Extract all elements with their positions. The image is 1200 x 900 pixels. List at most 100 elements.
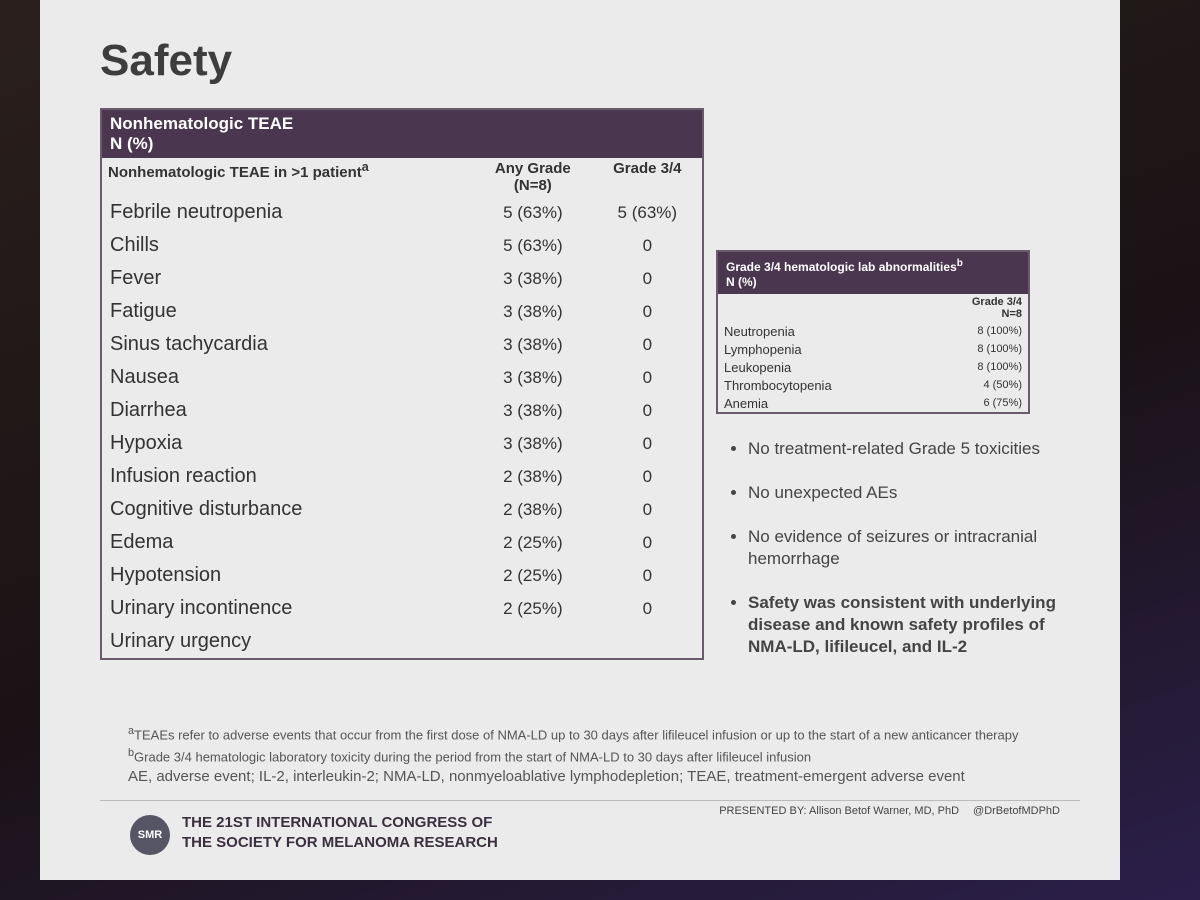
bullet: No unexpected AEs <box>748 482 1068 504</box>
footnote: aTEAEs refer to adverse events that occu… <box>128 722 1068 744</box>
value-cell: 0 <box>642 367 653 387</box>
table-caption: Grade 3/4 hematologic lab abnormalitiesb… <box>718 252 1028 294</box>
name-cell: Diarrhea <box>110 399 187 421</box>
value-cell: 3 (38%) <box>503 400 563 420</box>
footnote-text: TEAEs refer to adverse events that occur… <box>134 727 1019 743</box>
table-row: Leukopenia 8 (100%) <box>718 358 1028 376</box>
value-cell: 0 <box>642 433 653 453</box>
table-row: Cognitive disturbance 2 (38%) 0 <box>102 493 702 526</box>
name-cell: Lymphopenia <box>724 341 802 357</box>
superscript: a <box>128 725 135 737</box>
table-row: Lymphopenia 8 (100%) <box>718 340 1028 358</box>
header-cell: Grade 3/4 <box>613 160 682 177</box>
table-row: Urinary urgency <box>102 625 702 658</box>
name-cell: Neutropenia <box>724 323 795 339</box>
table-row: Thrombocytopenia 4 (50%) <box>718 376 1028 394</box>
handle: @DrBetofMDPhD <box>973 805 1060 817</box>
value-cell: 2 (38%) <box>503 466 563 486</box>
value-cell: 0 <box>642 400 653 420</box>
superscript: b <box>128 747 135 760</box>
table-caption: Nonhematologic TEAE N (%) <box>102 110 702 158</box>
table-row: Fatigue 3 (38%) 0 <box>102 295 702 328</box>
table-row: Chills 5 (63%) 0 <box>102 229 702 262</box>
value-cell: 5 (63%) <box>503 202 563 222</box>
table-head: Grade 3/4 N=8 <box>718 294 1028 322</box>
table-body: Neutropenia 8 (100%) Lymphopenia 8 (100%) Le… <box>718 322 1028 412</box>
value-cell: 2 (25%) <box>503 532 563 552</box>
logo: SMR <box>130 815 170 855</box>
value-cell: 0 <box>642 466 653 486</box>
heme-table: Grade 3/4 hematologic lab abnormalitiesb… <box>716 250 1030 414</box>
name-cell: Fever <box>110 267 162 289</box>
value-cell: 4 (50%) <box>983 379 1022 391</box>
value-cell: 6 (75%) <box>983 397 1022 409</box>
name-cell: Urinary incontinence <box>110 597 293 619</box>
value-cell: 0 <box>642 334 653 354</box>
value-cell: 3 (38%) <box>503 433 563 453</box>
table-body: Febrile neutropenia 5 (63%) 5 (63%) Chills 5… <box>102 196 702 658</box>
value-cell: 3 (38%) <box>503 367 563 387</box>
value-cell: 3 (38%) <box>503 301 563 321</box>
header-row: Grade 3/4 N=8 <box>718 294 1028 322</box>
congress: THE 21ST INTERNATIONAL CONGRESS OF THE SO… <box>182 813 498 853</box>
footnote-text: AE, adverse event; IL-2, interleukin-2; … <box>128 767 965 785</box>
bullet-list: No treatment-related Grade 5 toxicities N… <box>730 438 1068 680</box>
value-cell: 2 (38%) <box>503 499 563 519</box>
value-cell: 0 <box>642 499 653 519</box>
name-cell: Febrile neutropenia <box>110 201 283 223</box>
slide-title: Safety <box>100 36 233 85</box>
value-cell: 8 (100%) <box>977 361 1022 373</box>
name-cell: Infusion reaction <box>110 465 257 487</box>
name-cell: Hypoxia <box>110 432 183 454</box>
value-cell: 8 (100%) <box>977 343 1022 355</box>
value-cell: 0 <box>642 235 653 255</box>
footer: SMR THE 21ST INTERNATIONAL CONGRESS OF TH… <box>100 800 1080 861</box>
value-cell: 0 <box>642 598 653 618</box>
footnote: bGrade 3/4 hematologic laboratory toxici… <box>128 744 1068 766</box>
bullet: No treatment-related Grade 5 toxicities <box>748 438 1068 460</box>
congress-line: THE 21ST INTERNATIONAL CONGRESS OF <box>182 814 493 831</box>
name-cell: Thrombocytopenia <box>724 377 832 393</box>
value-cell: 2 (25%) <box>503 565 563 585</box>
caption-text: N (%) <box>726 275 757 289</box>
superscript: b <box>956 258 963 269</box>
value-cell: 5 (63%) <box>617 202 678 222</box>
bullet: Safety was consistent with underlying di… <box>748 592 1068 658</box>
presenter-name: PRESENTED BY: Allison Betof Warner, MD, … <box>719 805 960 817</box>
footnote-text: Grade 3/4 hematologic laboratory toxicit… <box>134 749 812 765</box>
header-cell: Grade 3/4 N=8 <box>971 296 1022 320</box>
value-cell: 3 (38%) <box>503 334 563 354</box>
name-cell: Sinus tachycardia <box>110 333 268 355</box>
table-row: Neutropenia 8 (100%) <box>718 322 1028 340</box>
table-row: Fever 3 (38%) 0 <box>102 262 702 295</box>
table-row: Hypoxia 3 (38%) 0 <box>102 427 702 460</box>
name-cell: Chills <box>110 234 159 256</box>
header-cell <box>718 294 922 322</box>
name-cell: Hypotension <box>110 564 222 586</box>
superscript: a <box>361 160 369 174</box>
name-cell: Anemia <box>724 395 769 411</box>
name-cell: Leukopenia <box>724 359 792 375</box>
header-cell: Nonhematologic TEAE in >1 patienta <box>102 158 473 196</box>
table-row: Febrile neutropenia 5 (63%) 5 (63%) <box>102 196 702 229</box>
table-row: Sinus tachycardia 3 (38%) 0 <box>102 328 702 361</box>
value-cell: 8 (100%) <box>977 325 1022 337</box>
header-cell: Any Grade (N=8) <box>494 160 571 194</box>
value-cell: 0 <box>642 268 653 288</box>
table-row: Infusion reaction 2 (38%) 0 <box>102 460 702 493</box>
table-row: Anemia 6 (75%) <box>718 394 1028 412</box>
bullet: No evidence of seizures or intracranial … <box>748 526 1068 570</box>
header-text: Nonhematologic TEAE in >1 patient <box>108 164 362 181</box>
table-row: Nausea 3 (38%) 0 <box>102 361 702 394</box>
slide: Safety Nonhematologic TEAE N (%) Nonhema… <box>40 0 1120 880</box>
value-cell: 2 (25%) <box>503 598 563 618</box>
value-cell: 3 (38%) <box>503 268 563 288</box>
congress-line: THE SOCIETY FOR MELANOMA RESEARCH <box>182 834 498 851</box>
presenter: PRESENTED BY: Allison Betof Warner, MD, … <box>705 805 1060 817</box>
table-row: Hypotension 2 (25%) 0 <box>102 559 702 592</box>
name-cell: Nausea <box>110 366 179 388</box>
name-cell: Urinary urgency <box>110 630 252 652</box>
name-cell: Cognitive disturbance <box>110 498 303 520</box>
